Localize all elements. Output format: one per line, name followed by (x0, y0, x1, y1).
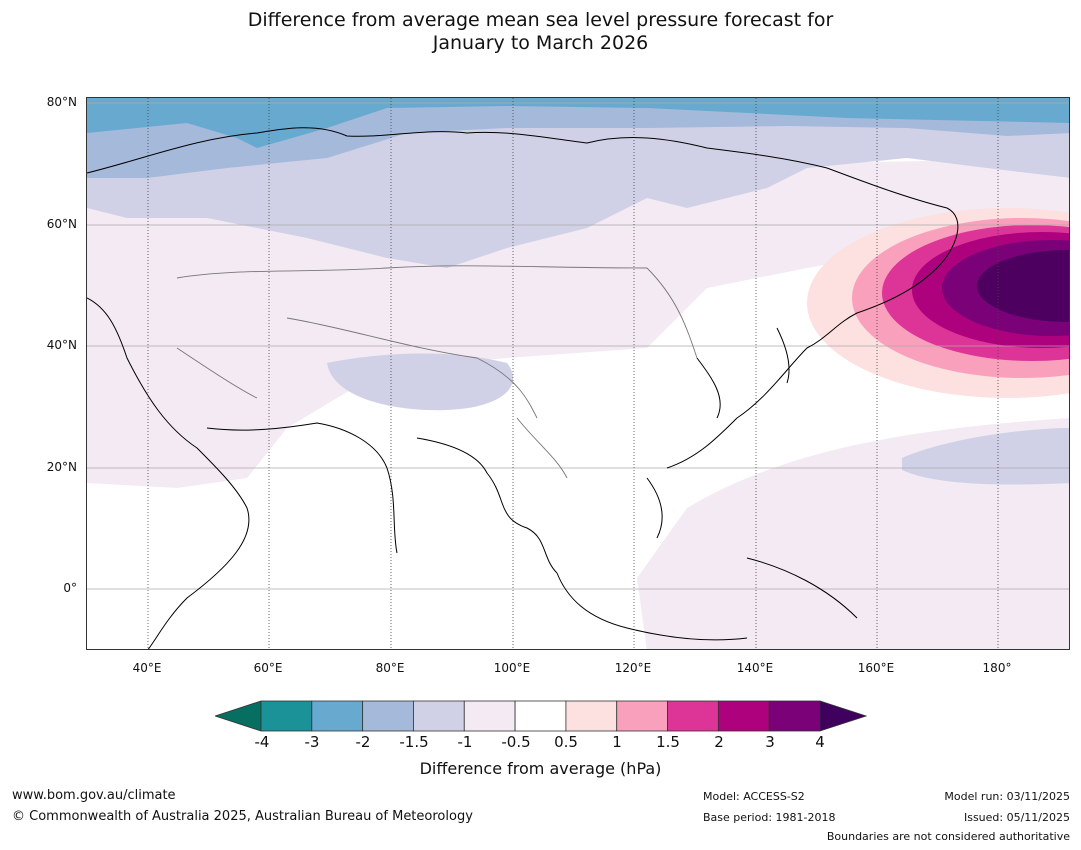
colorbar (215, 700, 867, 732)
title-line-1: Difference from average mean sea level p… (247, 9, 834, 31)
coastlines (87, 127, 959, 649)
colorbar-segment (565, 700, 618, 732)
colorbar-tick: 3 (765, 733, 775, 751)
colorbar-segment (514, 700, 567, 732)
map-title: Difference from average mean sea level p… (0, 9, 1081, 55)
colorbar-segment (311, 700, 364, 732)
lat-label-40n: 40°N (46, 338, 77, 352)
colorbar-tick: 1.5 (656, 733, 680, 751)
map-canvas (87, 98, 1069, 649)
colorbar-tick: -2 (355, 733, 371, 751)
lat-label-60n: 60°N (46, 217, 77, 231)
colorbar-tick: -0.5 (501, 733, 531, 751)
lon-label-100e: 100°E (493, 661, 531, 675)
colorbar-segment (413, 700, 465, 732)
colorbar-segment (667, 700, 719, 732)
colorbar-tick: 0.5 (554, 733, 578, 751)
copyright-text: © Commonwealth of Australia 2025, Austra… (12, 809, 473, 824)
pressure-anomaly-map (86, 97, 1070, 650)
lon-label-180: 180° (982, 661, 1012, 675)
latitude-gridlines (87, 102, 1069, 590)
colorbar-over-arrow (819, 700, 867, 732)
anomaly-band-minus-2 (87, 98, 1069, 148)
colorbar-tick: 2 (714, 733, 724, 751)
colorbar-segment (463, 700, 516, 732)
colorbar-segment (616, 700, 668, 732)
base-period-text: Base period: 1981-2018 (703, 811, 836, 824)
lon-label-120e: 120°E (614, 661, 652, 675)
lon-label-140e: 140°E (736, 661, 774, 675)
lat-label-0: 0° (63, 581, 77, 595)
colorbar-segment (260, 700, 313, 732)
website-link[interactable]: www.bom.gov.au/climate (12, 788, 176, 803)
title-line-2: January to March 2026 (432, 32, 649, 54)
colorbar-under-arrow (215, 700, 262, 732)
country-borders (176, 265, 698, 479)
colorbar-tick: -1.5 (399, 733, 429, 751)
lon-label-80e: 80°E (375, 661, 405, 675)
colorbar-segments (260, 700, 821, 732)
lon-label-40e: 40°E (132, 661, 162, 675)
lon-label-60e: 60°E (253, 661, 283, 675)
anomaly-band-minus-1-pacific (902, 428, 1069, 485)
colorbar-tick: -4 (254, 733, 270, 751)
colorbar-tick: -1 (457, 733, 473, 751)
lon-label-160e: 160°E (857, 661, 895, 675)
colorbar-tick: 1 (612, 733, 622, 751)
lat-label-80n: 80°N (46, 95, 77, 109)
issued-text: Issued: 05/11/2025 (963, 811, 1070, 824)
colorbar-tick: -3 (304, 733, 320, 751)
colorbar-segment (768, 700, 821, 732)
anomaly-band-plus-4 (977, 250, 1069, 322)
colorbar-segment (362, 700, 414, 732)
model-text: Model: ACCESS-S2 (703, 790, 805, 803)
anomaly-band-minus-1-tibet (327, 353, 514, 411)
model-run-text: Model run: 03/11/2025 (944, 790, 1070, 803)
colorbar-tick: 4 (815, 733, 825, 751)
longitude-gridlines (147, 98, 999, 649)
boundaries-note: Boundaries are not considered authoritat… (826, 830, 1070, 843)
lat-label-20n: 20°N (46, 460, 77, 474)
colorbar-segment (717, 700, 770, 732)
colorbar-label: Difference from average (hPa) (419, 759, 662, 778)
